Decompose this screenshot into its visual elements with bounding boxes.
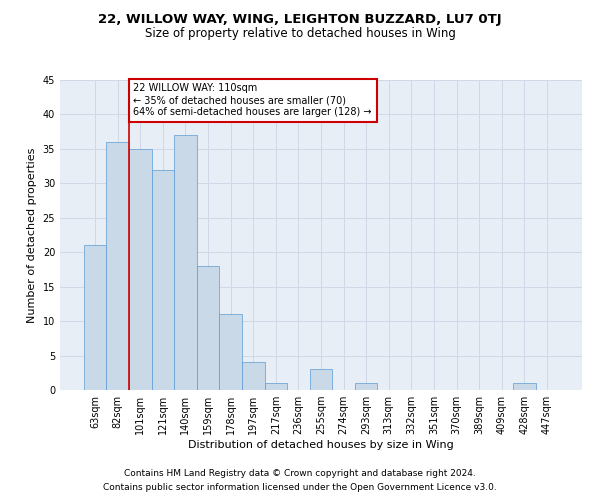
Bar — [265, 383, 287, 390]
Text: 22 WILLOW WAY: 110sqm
← 35% of detached houses are smaller (70)
64% of semi-deta: 22 WILLOW WAY: 110sqm ← 35% of detached … — [133, 84, 372, 116]
Bar — [152, 170, 174, 390]
Bar — [355, 383, 377, 390]
Bar — [220, 314, 242, 390]
Y-axis label: Number of detached properties: Number of detached properties — [27, 148, 37, 322]
Bar — [84, 246, 106, 390]
Text: Contains HM Land Registry data © Crown copyright and database right 2024.: Contains HM Land Registry data © Crown c… — [124, 468, 476, 477]
Bar — [513, 383, 536, 390]
Bar — [129, 149, 152, 390]
Bar — [310, 370, 332, 390]
Bar — [242, 362, 265, 390]
Bar — [197, 266, 220, 390]
Bar — [106, 142, 129, 390]
Bar — [174, 135, 197, 390]
X-axis label: Distribution of detached houses by size in Wing: Distribution of detached houses by size … — [188, 440, 454, 450]
Text: 22, WILLOW WAY, WING, LEIGHTON BUZZARD, LU7 0TJ: 22, WILLOW WAY, WING, LEIGHTON BUZZARD, … — [98, 12, 502, 26]
Text: Size of property relative to detached houses in Wing: Size of property relative to detached ho… — [145, 28, 455, 40]
Text: Contains public sector information licensed under the Open Government Licence v3: Contains public sector information licen… — [103, 484, 497, 492]
